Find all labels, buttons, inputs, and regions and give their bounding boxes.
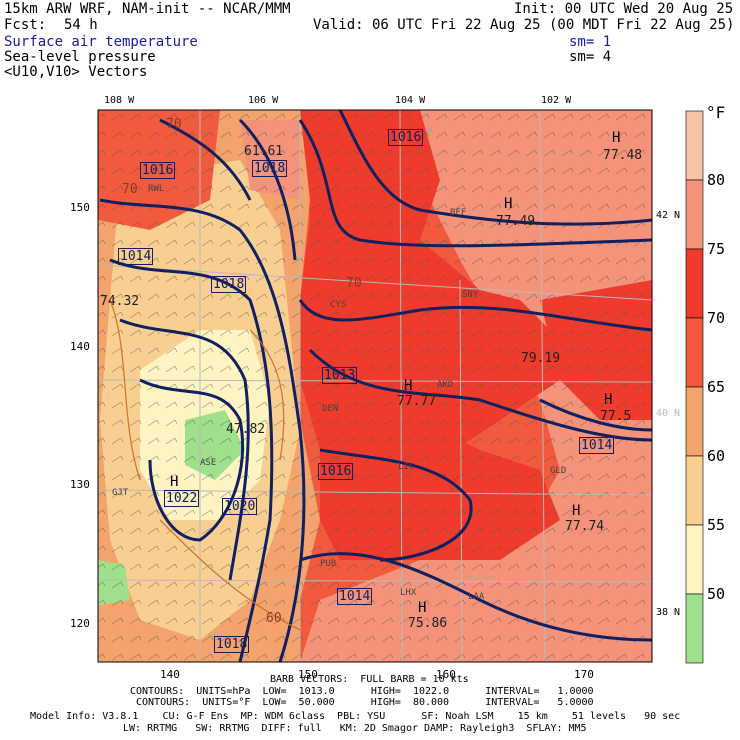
station-label: SNY: [462, 290, 479, 300]
isobar-label: 1014: [118, 248, 154, 265]
station-label: AKD: [437, 380, 454, 390]
x-tick: 170: [574, 668, 594, 681]
temp-max-label: 77.74: [565, 519, 605, 534]
colorbar-tick: 65: [707, 378, 726, 396]
station-label: RWL: [148, 184, 165, 194]
colorbar-tick: 50: [707, 585, 726, 603]
isobar-label: 1016: [318, 463, 354, 480]
x-tick: 150: [298, 668, 318, 681]
lon-label: 102 W: [541, 95, 572, 106]
temp-max-label: 77.48: [603, 148, 643, 163]
colorbar-swatch: [685, 317, 704, 388]
lat-label: 38 N: [656, 607, 681, 618]
temp-max-label: 75.86: [408, 616, 448, 631]
colorbar-tick: 70: [707, 309, 726, 327]
colorbar-tick: 60: [707, 447, 726, 465]
temp-max-label: 61.61: [244, 144, 284, 159]
x-tick: 160: [436, 668, 456, 681]
isobar-label: 1013: [322, 367, 358, 384]
high-marker: H: [170, 474, 179, 490]
colorbar-swatch: [685, 248, 704, 319]
station-label: LAA: [468, 592, 485, 602]
isobar-label: 1018: [211, 276, 247, 293]
colorbar-swatch: [685, 110, 704, 181]
y-tick: 140: [70, 340, 90, 353]
init-time: Init: 00 UTC Wed 20 Aug 25: [514, 1, 734, 17]
fcst-value: 54 h: [64, 17, 98, 33]
station-label: ASE: [200, 458, 217, 468]
map-field: [98, 110, 652, 662]
field2-smoothing: sm= 4: [569, 49, 612, 65]
isotherm-label: 70: [166, 117, 182, 132]
isobar-label: 1020: [222, 498, 258, 515]
pressure-contours-info: CONTOURS: UNITS=hPa LOW= 1013.0 HIGH= 10…: [130, 686, 594, 697]
colorbar-unit: °F: [706, 103, 726, 122]
station-label: DEN: [322, 404, 339, 414]
isotherm-label: 70: [122, 182, 138, 197]
isobar-label: 1018: [252, 160, 288, 177]
temp-max-label: 79.19: [521, 351, 561, 366]
isobar-label: 1016: [388, 129, 424, 146]
lat-label: 42 N: [656, 210, 681, 221]
isobar-label: 1016: [140, 162, 176, 179]
y-tick: 120: [70, 617, 90, 630]
temp-max-label: 77.77: [397, 394, 437, 409]
high-marker: H: [604, 392, 613, 408]
field2-name: Sea-level pressure: [4, 49, 156, 65]
isobar-label: 1014: [579, 437, 615, 454]
isobar-label: 1018: [214, 636, 250, 653]
colorbar: [685, 110, 704, 664]
temp-max-label: 77.5: [600, 409, 632, 424]
model-title: 15km ARW WRF, NAM-init -- NCAR/MMM: [4, 1, 291, 17]
station-label: PUB: [320, 559, 337, 569]
y-tick: 130: [70, 478, 90, 491]
lon-label: 106 W: [248, 95, 279, 106]
station-label: BFF: [450, 208, 467, 218]
barb-vectors-note: BARB VECTORS: FULL BARB = 10 kts: [270, 674, 469, 685]
model-info-line2: LW: RRTMG SW: RRTMG DIFF: full KM: 2D Sm…: [123, 723, 587, 734]
high-marker: H: [572, 503, 581, 519]
high-marker: H: [404, 378, 413, 394]
colorbar-swatch: [685, 455, 704, 526]
colorbar-swatch: [685, 179, 704, 250]
colorbar-swatch: [685, 386, 704, 457]
isotherm-label: 70: [346, 276, 362, 291]
isobar-label: 1014: [337, 588, 373, 605]
station-label: LHX: [400, 588, 417, 598]
isotherm-label: 60: [266, 611, 282, 626]
colorbar-swatch: [685, 593, 704, 664]
station-label: LIC: [398, 462, 415, 472]
temp-max-label: 74.32: [100, 294, 140, 309]
valid-time: Valid: 06 UTC Fri 22 Aug 25 (00 MDT Fri …: [313, 17, 735, 33]
y-tick: 150: [70, 201, 90, 214]
field1-smoothing: sm= 1: [569, 34, 612, 50]
colorbar-swatch: [685, 524, 704, 595]
colorbar-tick: 75: [707, 240, 726, 258]
fcst-label: Fcst:: [4, 17, 47, 33]
station-label: GLD: [550, 466, 567, 476]
lon-label: 104 W: [395, 95, 426, 106]
temp-contours-info: CONTOURS: UNITS=°F LOW= 50.000 HIGH= 80.…: [136, 697, 594, 708]
colorbar-tick: 55: [707, 516, 726, 534]
station-label: CYS: [330, 300, 347, 310]
high-marker: H: [504, 196, 513, 212]
temp-max-label: 47.82: [226, 422, 266, 437]
high-marker: H: [612, 130, 621, 146]
x-tick: 140: [160, 668, 180, 681]
lon-label: 108 W: [104, 95, 135, 106]
isobar-label: 1022: [164, 490, 200, 507]
field1-name: Surface air temperature: [4, 34, 198, 50]
lat-label: 40 N: [656, 408, 681, 419]
field3-name: <U10,V10> Vectors: [4, 64, 148, 80]
station-label: GJT: [112, 488, 129, 498]
model-info-line1: Model Info: V3.8.1 CU: G-F Ens MP: WDM 6…: [30, 711, 681, 722]
colorbar-tick: 80: [707, 171, 726, 189]
high-marker: H: [418, 600, 427, 616]
temp-max-label: 77.49: [496, 214, 536, 229]
